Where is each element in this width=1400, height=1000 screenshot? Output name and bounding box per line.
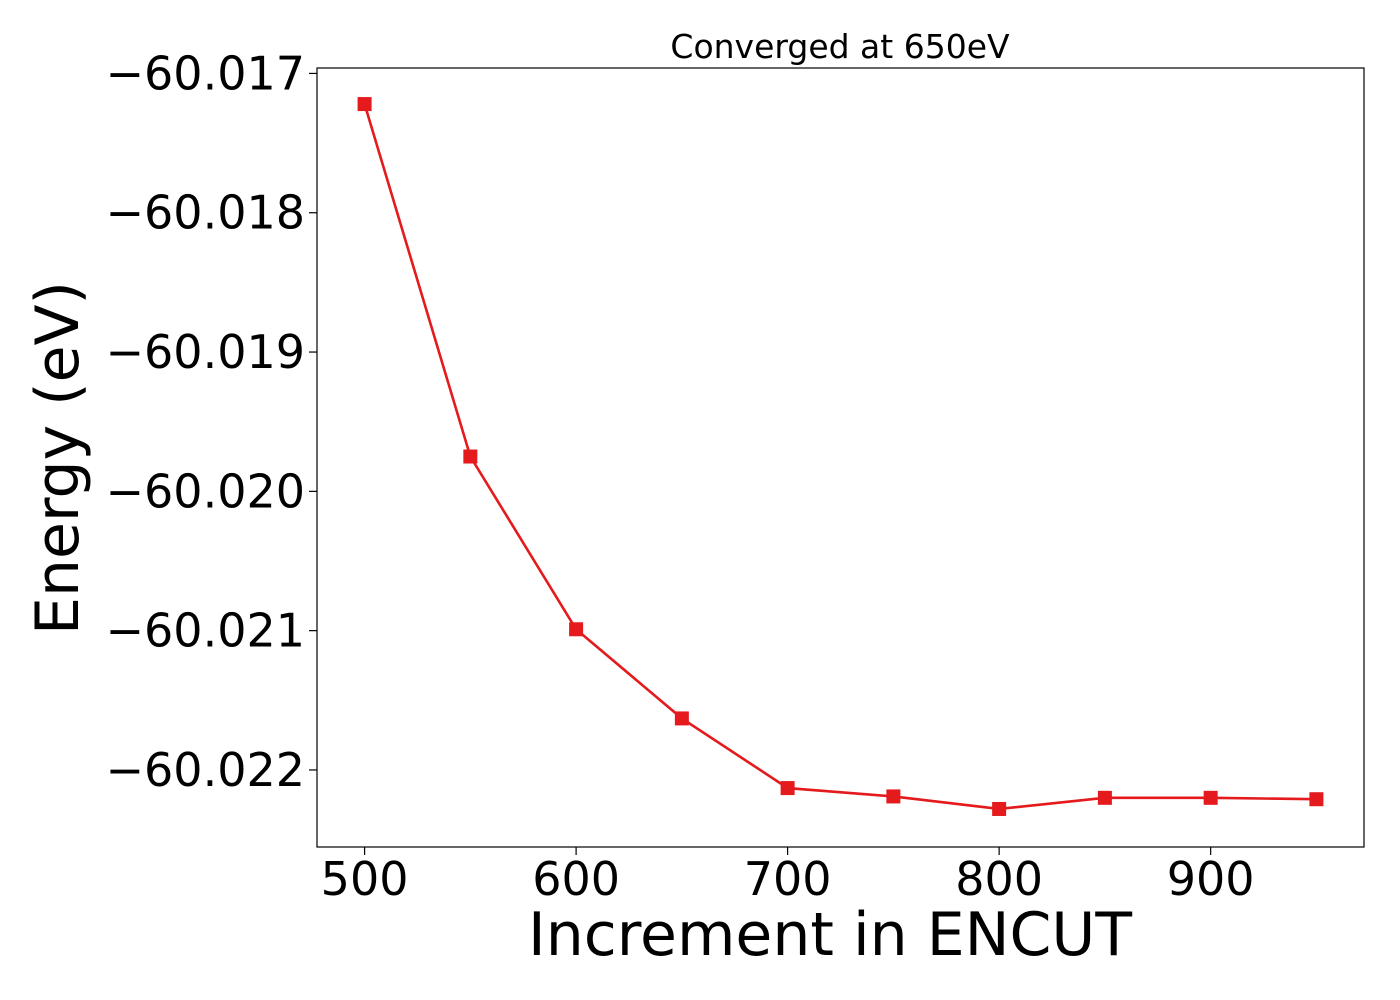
y-tick-label: −60.020: [106, 464, 306, 518]
x-axis-label: Increment in ENCUT: [528, 900, 1132, 970]
data-point-marker: [569, 622, 584, 637]
y-tick-label: −60.021: [106, 604, 306, 658]
data-point-marker: [780, 781, 795, 796]
data-point-marker: [463, 449, 478, 464]
x-tick-label: 900: [1167, 852, 1255, 906]
data-point-marker: [674, 711, 689, 726]
y-axis-label: Energy (eV): [23, 281, 93, 635]
data-point-marker: [1203, 790, 1218, 805]
series-line: [363, 103, 1317, 811]
x-tick-label: 500: [321, 852, 409, 906]
x-axis-ticks: 500 600 700 800 900: [321, 847, 1255, 906]
x-tick-label: 800: [955, 852, 1043, 906]
x-tick-label: 700: [744, 852, 832, 906]
x-tick-label: 600: [532, 852, 620, 906]
y-tick-label: −60.022: [106, 743, 306, 797]
data-point-marker: [357, 97, 372, 112]
y-axis-ticks: −60.017 −60.018 −60.019 −60.020 −60.021 −60.0…: [106, 46, 317, 797]
y-tick-label: −60.017: [106, 46, 306, 100]
y-tick-label: −60.019: [106, 325, 306, 379]
chart-title: Converged at 650eV: [670, 27, 1010, 66]
data-point-marker: [886, 789, 901, 804]
data-point-marker: [992, 801, 1007, 816]
plot-frame: [316, 67, 1365, 848]
data-point-marker: [1309, 792, 1324, 807]
plot-area: [316, 67, 1365, 848]
data-point-marker: [1097, 790, 1112, 805]
y-tick-label: −60.018: [106, 186, 306, 240]
